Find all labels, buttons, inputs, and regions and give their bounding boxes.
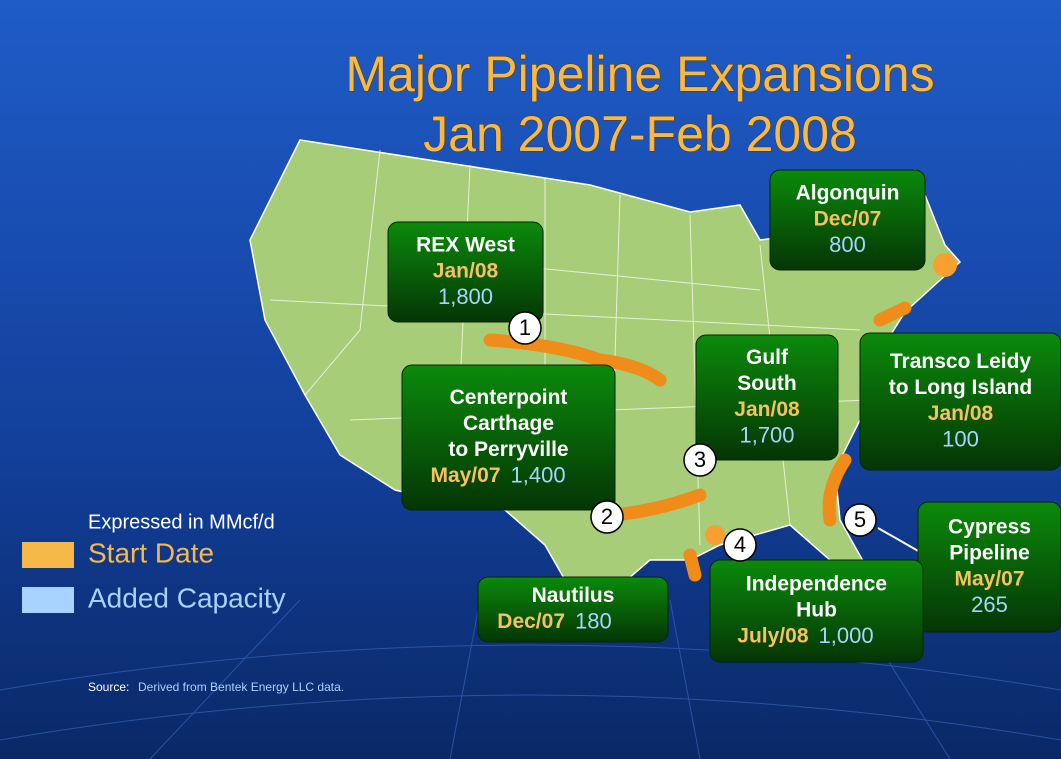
pipeline-marker-label: 2 (601, 504, 613, 529)
pipeline-name: Carthage (463, 412, 554, 435)
pipeline-name: Hub (796, 599, 837, 622)
grid-arcs (0, 599, 1061, 759)
pipeline-name: Centerpoint (450, 386, 568, 409)
pipeline-name: REX West (416, 234, 515, 257)
pipeline-name: to Long Island (889, 376, 1032, 399)
pipeline-capacity: 265 (971, 592, 1008, 617)
source-text: Derived from Bentek Energy LLC data. (138, 680, 344, 694)
pipeline-marker (723, 528, 757, 562)
algonquin-point (933, 253, 957, 277)
pipeline-marker-label: 4 (734, 532, 746, 557)
pipeline-box (401, 364, 616, 511)
pipeline-capacity: 1,800 (438, 284, 493, 309)
pipeline-date: Jan/08 (433, 260, 499, 283)
pipeline-box (477, 576, 669, 643)
pipeline-marker (683, 443, 717, 477)
pipeline-marker-label: 5 (854, 507, 866, 532)
pipeline-name: Transco Leidy (890, 350, 1032, 373)
pipeline-name: Algonquin (796, 182, 900, 205)
pipeline-marker-label: 1 (519, 315, 531, 340)
pipeline-name: Cypress (948, 516, 1031, 539)
legend-swatch (22, 542, 74, 568)
pipeline-marker-label: 3 (694, 447, 706, 472)
pipeline-box (769, 169, 926, 271)
pipeline-capacity: 1,000 (819, 623, 874, 648)
pipeline-name: to Perryville (448, 438, 568, 461)
pipeline-date: July/08 (737, 625, 809, 648)
pipeline-marker (508, 311, 542, 345)
pipeline-date: Dec/07 (497, 610, 565, 633)
pipeline-box (387, 221, 544, 323)
pipeline-capacity: 1,400 (511, 462, 566, 487)
legend-label: Added Capacity (88, 582, 286, 613)
pipeline-name: South (737, 372, 796, 395)
legend-swatch (22, 587, 74, 613)
pipeline-name: Independence (746, 573, 887, 596)
pipeline-date: May/07 (954, 568, 1024, 591)
pipeline-name: Pipeline (949, 542, 1030, 565)
legend-heading: Expressed in MMcf/d (88, 511, 275, 533)
pipeline-capacity: 1,700 (739, 422, 794, 447)
pipeline-name: Gulf (746, 346, 789, 369)
pipeline-box (695, 334, 839, 461)
pipeline-box (709, 559, 924, 663)
pipeline-box (859, 332, 1061, 471)
hub-point (705, 525, 725, 545)
title-line: Jan 2007-Feb 2008 (423, 106, 857, 162)
pipeline-marker (590, 500, 624, 534)
pipeline-capacity: 100 (942, 426, 979, 451)
pipeline-name: Nautilus (532, 584, 615, 607)
source-label: Source: (88, 680, 129, 694)
pipeline-capacity: 180 (575, 608, 612, 633)
pipeline-marker (843, 503, 877, 537)
cypress-leader (877, 527, 921, 553)
pipeline-date: Dec/07 (814, 208, 882, 231)
legend-label: Start Date (88, 537, 214, 568)
pipeline-date: May/07 (430, 464, 500, 487)
pipeline-date: Jan/08 (734, 398, 800, 421)
pipeline-capacity: 800 (829, 232, 866, 257)
pipeline-date: Jan/08 (928, 402, 994, 425)
title-line: Major Pipeline Expansions (345, 46, 934, 102)
